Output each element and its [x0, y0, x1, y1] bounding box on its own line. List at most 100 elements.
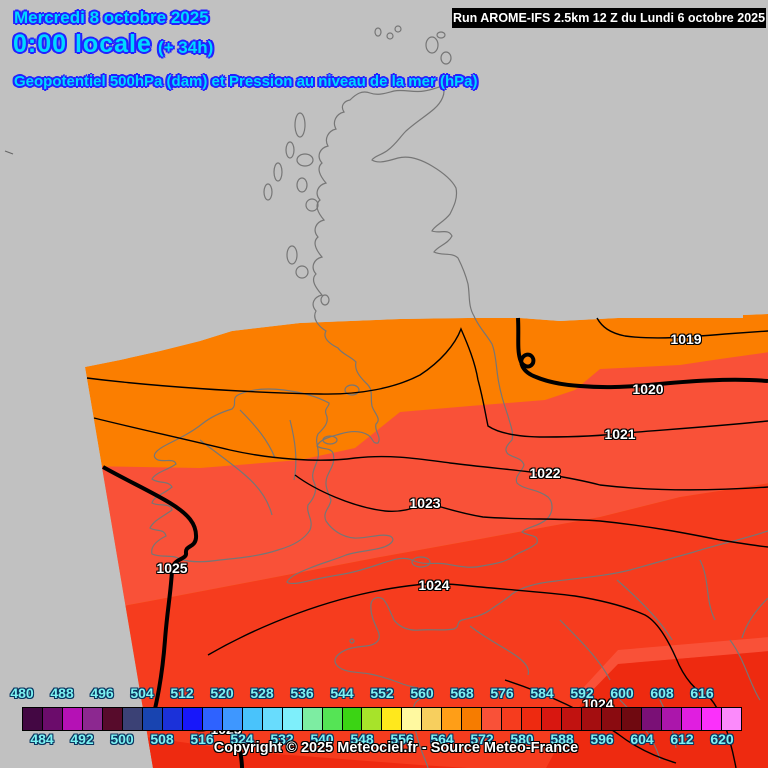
legend-cell-580: [521, 707, 543, 731]
legend-label-604: 604: [630, 731, 654, 747]
isobar-label-1021: 1021: [604, 426, 636, 442]
legend-label-564: 564: [430, 731, 454, 747]
legend-label-480: 480: [10, 685, 34, 701]
legend-label-556: 556: [390, 731, 414, 747]
legend-label-488: 488: [50, 685, 74, 701]
borders-ireland: [199, 409, 297, 516]
legend-cell-560: [421, 707, 443, 731]
band-salmon: [85, 352, 768, 614]
copyright-label: Copyright © 2025 Meteociel.fr - Source M…: [213, 740, 579, 756]
legend-cell-608: [661, 707, 682, 731]
forecast-offset-label: (+ 34h): [158, 38, 214, 57]
legend-label-492: 492: [70, 731, 94, 747]
legend-label-616: 616: [690, 685, 714, 701]
legend-cell-576: [501, 707, 523, 731]
legend-label-568: 568: [450, 685, 474, 701]
local-time-label: 0:00 locale: [13, 30, 152, 58]
map-mark: [4, 150, 14, 155]
legend-cell-540: [321, 707, 343, 731]
legend-cell-588: [561, 707, 583, 731]
legend-cell-484: [41, 707, 63, 731]
legend-colorbar: [22, 707, 742, 731]
legend-label-520: 520: [210, 685, 234, 701]
legend-cell-548: [361, 707, 383, 731]
legend-cell-536: [301, 707, 323, 731]
legend-cell-480: [22, 707, 43, 731]
legend-cell-572: [481, 707, 503, 731]
legend-cell-524: [241, 707, 263, 731]
legend-label-592: 592: [570, 685, 594, 701]
legend-cell-556: [401, 707, 423, 731]
run-info-box: Run AROME-IFS 2.5km 12 Z du Lundi 6 octo…: [452, 8, 766, 28]
legend-label-612: 612: [670, 731, 694, 747]
legend-label-600: 600: [610, 685, 634, 701]
legend-cell-564: [441, 707, 463, 731]
legend-cell-596: [601, 707, 623, 731]
legend-cell-604: [641, 707, 662, 731]
legend-label-536: 536: [290, 685, 314, 701]
legend-cell-508: [161, 707, 183, 731]
isobar-1020-thick: [516, 317, 768, 390]
band-salmon-stripe: [583, 637, 768, 700]
legend-cell-504: [141, 707, 163, 731]
legend-label-540: 540: [310, 731, 334, 747]
parameter-subtitle: Geopotentiel 500hPa (dam) et Pression au…: [14, 73, 478, 90]
isobar-label-1019: 1019: [670, 331, 702, 347]
legend-cell-532: [281, 707, 303, 731]
isobar-label-1023: 1023: [409, 495, 441, 511]
legend-cell-600: [621, 707, 643, 731]
legend-cell-616: [700, 707, 722, 731]
isobar-label-1025: 1025: [156, 560, 188, 576]
isobar-label-1024: 1024: [418, 577, 450, 593]
coast-great-britain: [286, 85, 553, 585]
run-info-label: Run AROME-IFS 2.5km 12 Z du Lundi 6 octo…: [452, 11, 766, 25]
legend-label-532: 532: [270, 731, 294, 747]
legend-cell-512: [181, 707, 203, 731]
coast-ireland: [149, 388, 330, 563]
isobar-1022: [93, 417, 768, 491]
legend-cell-620: [720, 707, 742, 731]
legend-label-588: 588: [550, 731, 574, 747]
legend-cell-488: [61, 707, 83, 731]
legend-cell-568: [461, 707, 483, 731]
legend-label-524: 524: [230, 731, 254, 747]
coast-france: [334, 530, 768, 768]
coastlines: [4, 25, 768, 768]
legend-label-516: 516: [190, 731, 214, 747]
legend-cell-492: [81, 707, 103, 731]
legend-cell-612: [680, 707, 702, 731]
isobar-unlabeled: [504, 679, 677, 764]
band-crimson: [146, 651, 768, 768]
legend-label-552: 552: [370, 685, 394, 701]
legend-cell-552: [381, 707, 403, 731]
date-label: Mercredi 8 octobre 2025: [14, 8, 209, 27]
legend-label-548: 548: [350, 731, 374, 747]
isobar-label-1020: 1020: [632, 381, 664, 397]
legend-cell-516: [201, 707, 223, 731]
legend-cell-528: [261, 707, 283, 731]
isobar-label-1022: 1022: [529, 465, 561, 481]
legend-cell-584: [541, 707, 563, 731]
legend-label-508: 508: [150, 731, 174, 747]
isobar-1019: [596, 317, 768, 339]
legend-cell-592: [581, 707, 603, 731]
isobar-1021: [86, 327, 768, 438]
legend-label-560: 560: [410, 685, 434, 701]
legend-label-544: 544: [330, 685, 354, 701]
legend-label-528: 528: [250, 685, 274, 701]
legend-label-496: 496: [90, 685, 114, 701]
legend-label-596: 596: [590, 731, 614, 747]
legend-label-620: 620: [710, 731, 734, 747]
legend-label-580: 580: [510, 731, 534, 747]
isobar-1024: [207, 583, 737, 768]
legend-cell-520: [221, 707, 243, 731]
legend-label-500: 500: [110, 731, 134, 747]
legend-cell-544: [341, 707, 363, 731]
legend-label-584: 584: [530, 685, 554, 701]
islands: [263, 25, 452, 644]
legend-cell-496: [101, 707, 123, 731]
legend-cell-500: [121, 707, 143, 731]
legend-label-504: 504: [130, 685, 154, 701]
